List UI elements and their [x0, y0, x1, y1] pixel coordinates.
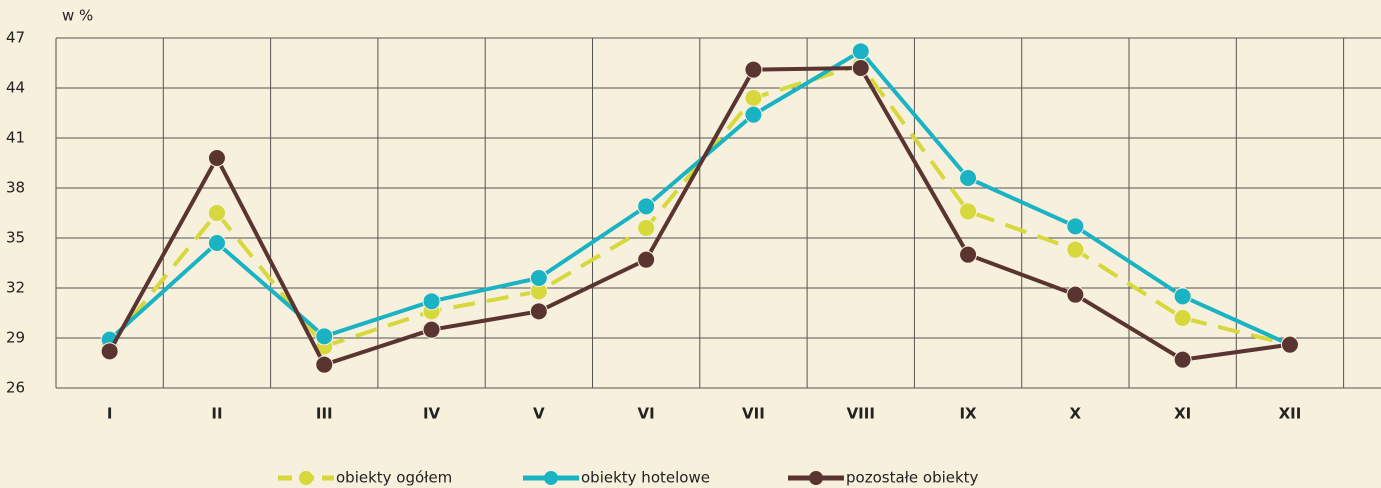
x-tick-label: V	[533, 405, 545, 423]
y-tick-label: 29	[6, 329, 25, 347]
x-tick-label: II	[211, 405, 222, 423]
data-point	[422, 292, 441, 311]
x-tick-label: IV	[423, 405, 441, 423]
data-point	[315, 355, 334, 374]
y-tick-label: 44	[6, 79, 25, 97]
x-tick-label: VIII	[847, 405, 875, 423]
y-tick-label: 32	[6, 279, 25, 297]
y-tick-label: 26	[6, 379, 25, 397]
data-point	[1066, 240, 1085, 259]
data-point	[959, 202, 978, 221]
x-tick-label: XII	[1279, 405, 1302, 423]
y-axis-label: w %	[62, 7, 93, 25]
data-point	[207, 204, 226, 222]
legend-label: pozostałe obiekty	[846, 469, 979, 487]
data-point	[851, 42, 870, 61]
y-tick-label: 38	[6, 179, 25, 197]
x-tick-label: VI	[638, 405, 655, 423]
data-point	[744, 89, 763, 107]
data-point	[529, 302, 548, 321]
legend-marker	[299, 471, 313, 485]
series-line	[107, 66, 1291, 367]
data-point	[207, 234, 226, 252]
data-point	[637, 250, 656, 269]
data-point	[207, 149, 226, 167]
data-point	[851, 59, 870, 77]
series-line	[108, 62, 1291, 349]
x-tick-label: IX	[959, 405, 977, 423]
x-tick-label: I	[107, 405, 113, 423]
data-point	[315, 327, 334, 346]
legend-marker	[809, 471, 823, 485]
data-point	[637, 219, 656, 237]
legend-marker	[544, 471, 558, 485]
series-line	[108, 49, 1291, 347]
data-point	[529, 269, 548, 287]
data-point	[1173, 309, 1192, 327]
y-tick-label: 35	[6, 229, 25, 247]
data-point	[959, 169, 978, 187]
data-point	[100, 342, 119, 361]
x-tick-label: III	[316, 405, 333, 423]
y-tick-label: 41	[6, 129, 25, 147]
legend-label: obiekty ogółem	[336, 469, 452, 487]
x-tick-label: X	[1070, 405, 1082, 423]
x-tick-label: XI	[1174, 405, 1191, 423]
data-point	[637, 197, 656, 216]
data-point	[1066, 217, 1085, 236]
data-point	[1173, 350, 1192, 369]
legend-label: obiekty hotelowe	[581, 469, 710, 487]
x-tick-label: VII	[742, 405, 765, 423]
data-point	[744, 105, 763, 124]
data-point	[959, 245, 978, 264]
data-point	[1280, 335, 1299, 354]
data-point	[744, 60, 763, 79]
data-point	[1173, 287, 1192, 306]
data-point	[1066, 285, 1085, 304]
y-tick-label: 47	[6, 29, 25, 47]
data-point	[422, 320, 441, 339]
